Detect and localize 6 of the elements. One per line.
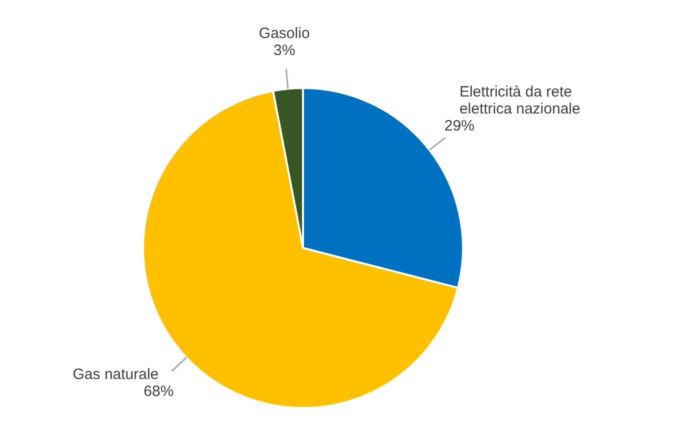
slice-label: Gasolio (258, 24, 310, 42)
data-label: 68% (144, 383, 174, 400)
data-label: 29% (444, 118, 474, 135)
data-label: 3% (274, 42, 296, 59)
slice-label: Elettricità da rete elettrica nazionale (459, 84, 580, 118)
slice-label: Gas naturale (72, 366, 159, 384)
